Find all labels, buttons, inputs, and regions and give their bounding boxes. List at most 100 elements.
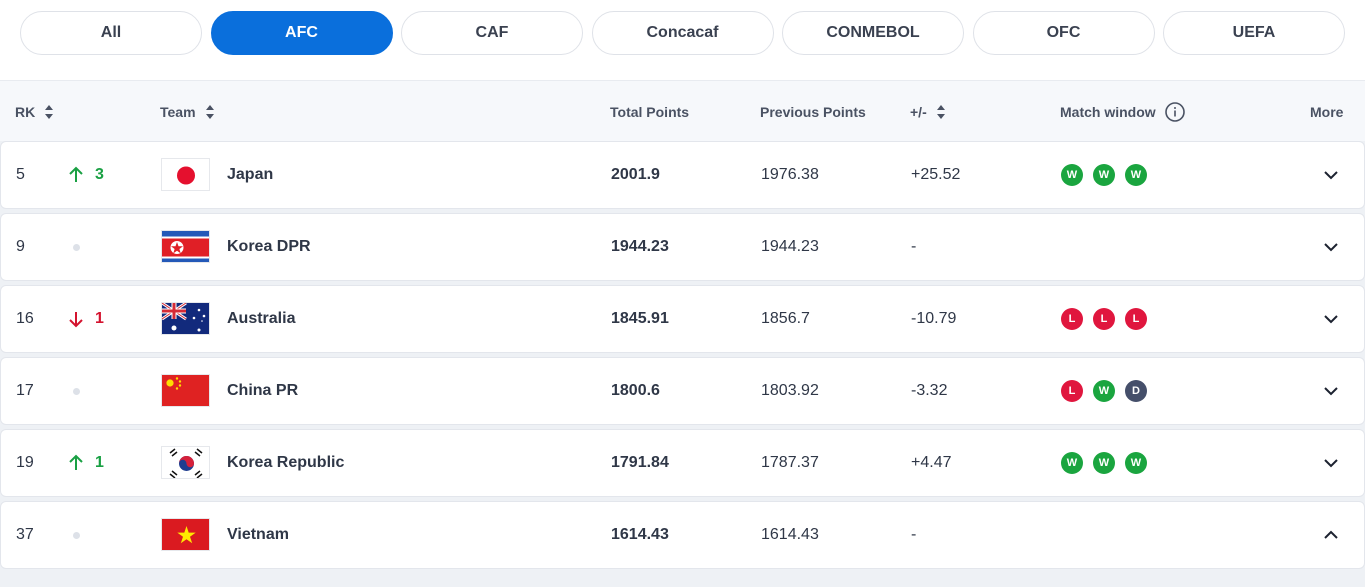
movement-arrow — [69, 166, 83, 182]
result-badge: W — [1093, 380, 1115, 402]
expand-toggle[interactable] — [1322, 286, 1340, 352]
previous-points: 1976.38 — [761, 166, 819, 183]
result-badge: L — [1061, 308, 1083, 330]
team-name: Korea Republic — [227, 454, 345, 471]
result-badge: L — [1061, 380, 1083, 402]
rank: 17 — [16, 382, 34, 399]
table-row[interactable]: 37 Vietnam 1614.43 1614.43 - — [0, 501, 1365, 569]
result-badge: W — [1125, 452, 1147, 474]
total-points: 2001.9 — [611, 166, 660, 183]
movement-value: 1 — [95, 454, 104, 471]
points-diff: +4.47 — [911, 454, 952, 471]
points-diff: - — [911, 526, 917, 543]
previous-points: 1803.92 — [761, 382, 819, 399]
rank-header[interactable]: RK — [15, 81, 57, 142]
match-header: Match window — [1060, 81, 1186, 142]
rank: 37 — [16, 526, 34, 543]
expand-toggle[interactable] — [1322, 358, 1340, 424]
team-flag — [161, 518, 210, 551]
tab[interactable]: OFC — [972, 11, 1155, 55]
team-flag — [161, 158, 210, 191]
result-badge: D — [1125, 380, 1147, 402]
tab[interactable]: Concacaf — [591, 11, 774, 55]
table-row[interactable]: 16 1 Australia 1845.91 1856.7 -10.79 L L L — [0, 285, 1365, 353]
previous-points: 1944.23 — [761, 238, 819, 255]
chevron — [1324, 459, 1338, 468]
points-diff: -3.32 — [911, 382, 948, 399]
total-points: 1791.84 — [611, 454, 669, 471]
expand-toggle[interactable] — [1322, 502, 1340, 568]
points-diff: +25.52 — [911, 166, 961, 183]
tab[interactable]: CONMEBOL — [782, 11, 964, 55]
total-points: 1614.43 — [611, 526, 669, 543]
movement: 1 — [67, 286, 104, 352]
team-name: China PR — [227, 382, 299, 399]
chevron — [1324, 315, 1338, 324]
sort-icon — [45, 104, 54, 119]
rank: 19 — [16, 454, 34, 471]
expand-toggle[interactable] — [1322, 214, 1340, 280]
rank: 16 — [16, 310, 34, 327]
movement-value: 3 — [95, 166, 104, 183]
total-points: 1800.6 — [611, 382, 660, 399]
previous-points: 1856.7 — [761, 310, 810, 327]
chevron — [1324, 171, 1338, 180]
result-badge: W — [1061, 452, 1083, 474]
result-badge: L — [1093, 308, 1115, 330]
team-name: Vietnam — [227, 526, 289, 543]
table-body: 5 3 Japan 2001.9 1976.38 +25.52 W W W 9 Korea DPR 1… — [0, 141, 1365, 587]
points-diff: -10.79 — [911, 310, 957, 327]
points-diff: - — [911, 238, 917, 255]
movement — [67, 358, 80, 424]
team-name: Japan — [227, 166, 274, 183]
team-flag — [161, 374, 210, 407]
total-points: 1845.91 — [611, 310, 669, 327]
previous-header: Previous Points — [760, 103, 866, 120]
result-badge: L — [1125, 308, 1147, 330]
chevron — [1324, 387, 1338, 396]
team-name: Australia — [227, 310, 296, 327]
rank: 9 — [16, 238, 25, 255]
movement-arrow — [69, 312, 83, 328]
expand-toggle[interactable] — [1322, 142, 1340, 208]
movement — [67, 214, 80, 280]
chevron — [1324, 530, 1338, 539]
diff-header[interactable]: +/- — [910, 81, 949, 142]
result-badge: W — [1093, 452, 1115, 474]
header-text: +/- — [910, 103, 927, 120]
tab[interactable]: All — [20, 11, 202, 55]
header-text: Match window — [1060, 103, 1156, 120]
table-row[interactable]: 17 China PR 1800.6 1803.92 -3.32 L W D — [0, 357, 1365, 425]
info-icon[interactable] — [1164, 101, 1186, 123]
tab[interactable]: UEFA — [1163, 11, 1345, 55]
team-header[interactable]: Team — [160, 81, 218, 142]
table-row[interactable]: 9 Korea DPR 1944.23 1944.23 - — [0, 213, 1365, 281]
rank: 5 — [16, 166, 25, 183]
tab[interactable]: AFC — [210, 11, 393, 55]
header-text: Team — [160, 103, 196, 120]
result-badge: W — [1093, 164, 1115, 186]
movement-arrow — [69, 454, 83, 470]
total-points: 1944.23 — [611, 238, 669, 255]
table-row[interactable]: 19 1 Korea Republic 1791.84 1787.37 +4.47 W W W — [0, 429, 1365, 497]
tab[interactable]: CAF — [401, 11, 583, 55]
sort-icon — [936, 104, 945, 119]
table-row[interactable]: 5 3 Japan 2001.9 1976.38 +25.52 W W W — [0, 141, 1365, 209]
previous-points: 1787.37 — [761, 454, 819, 471]
expand-toggle[interactable] — [1322, 430, 1340, 496]
table-header: RK Team Total Points Previous Points +/-… — [0, 80, 1365, 142]
team-flag — [161, 230, 210, 263]
no-movement-dot — [73, 243, 80, 251]
header-text: RK — [15, 103, 36, 120]
result-badge: W — [1061, 164, 1083, 186]
team-flag — [161, 446, 210, 479]
result-badge: W — [1125, 164, 1147, 186]
no-movement-dot — [73, 531, 80, 539]
chevron — [1324, 243, 1338, 252]
team-flag — [161, 302, 210, 335]
